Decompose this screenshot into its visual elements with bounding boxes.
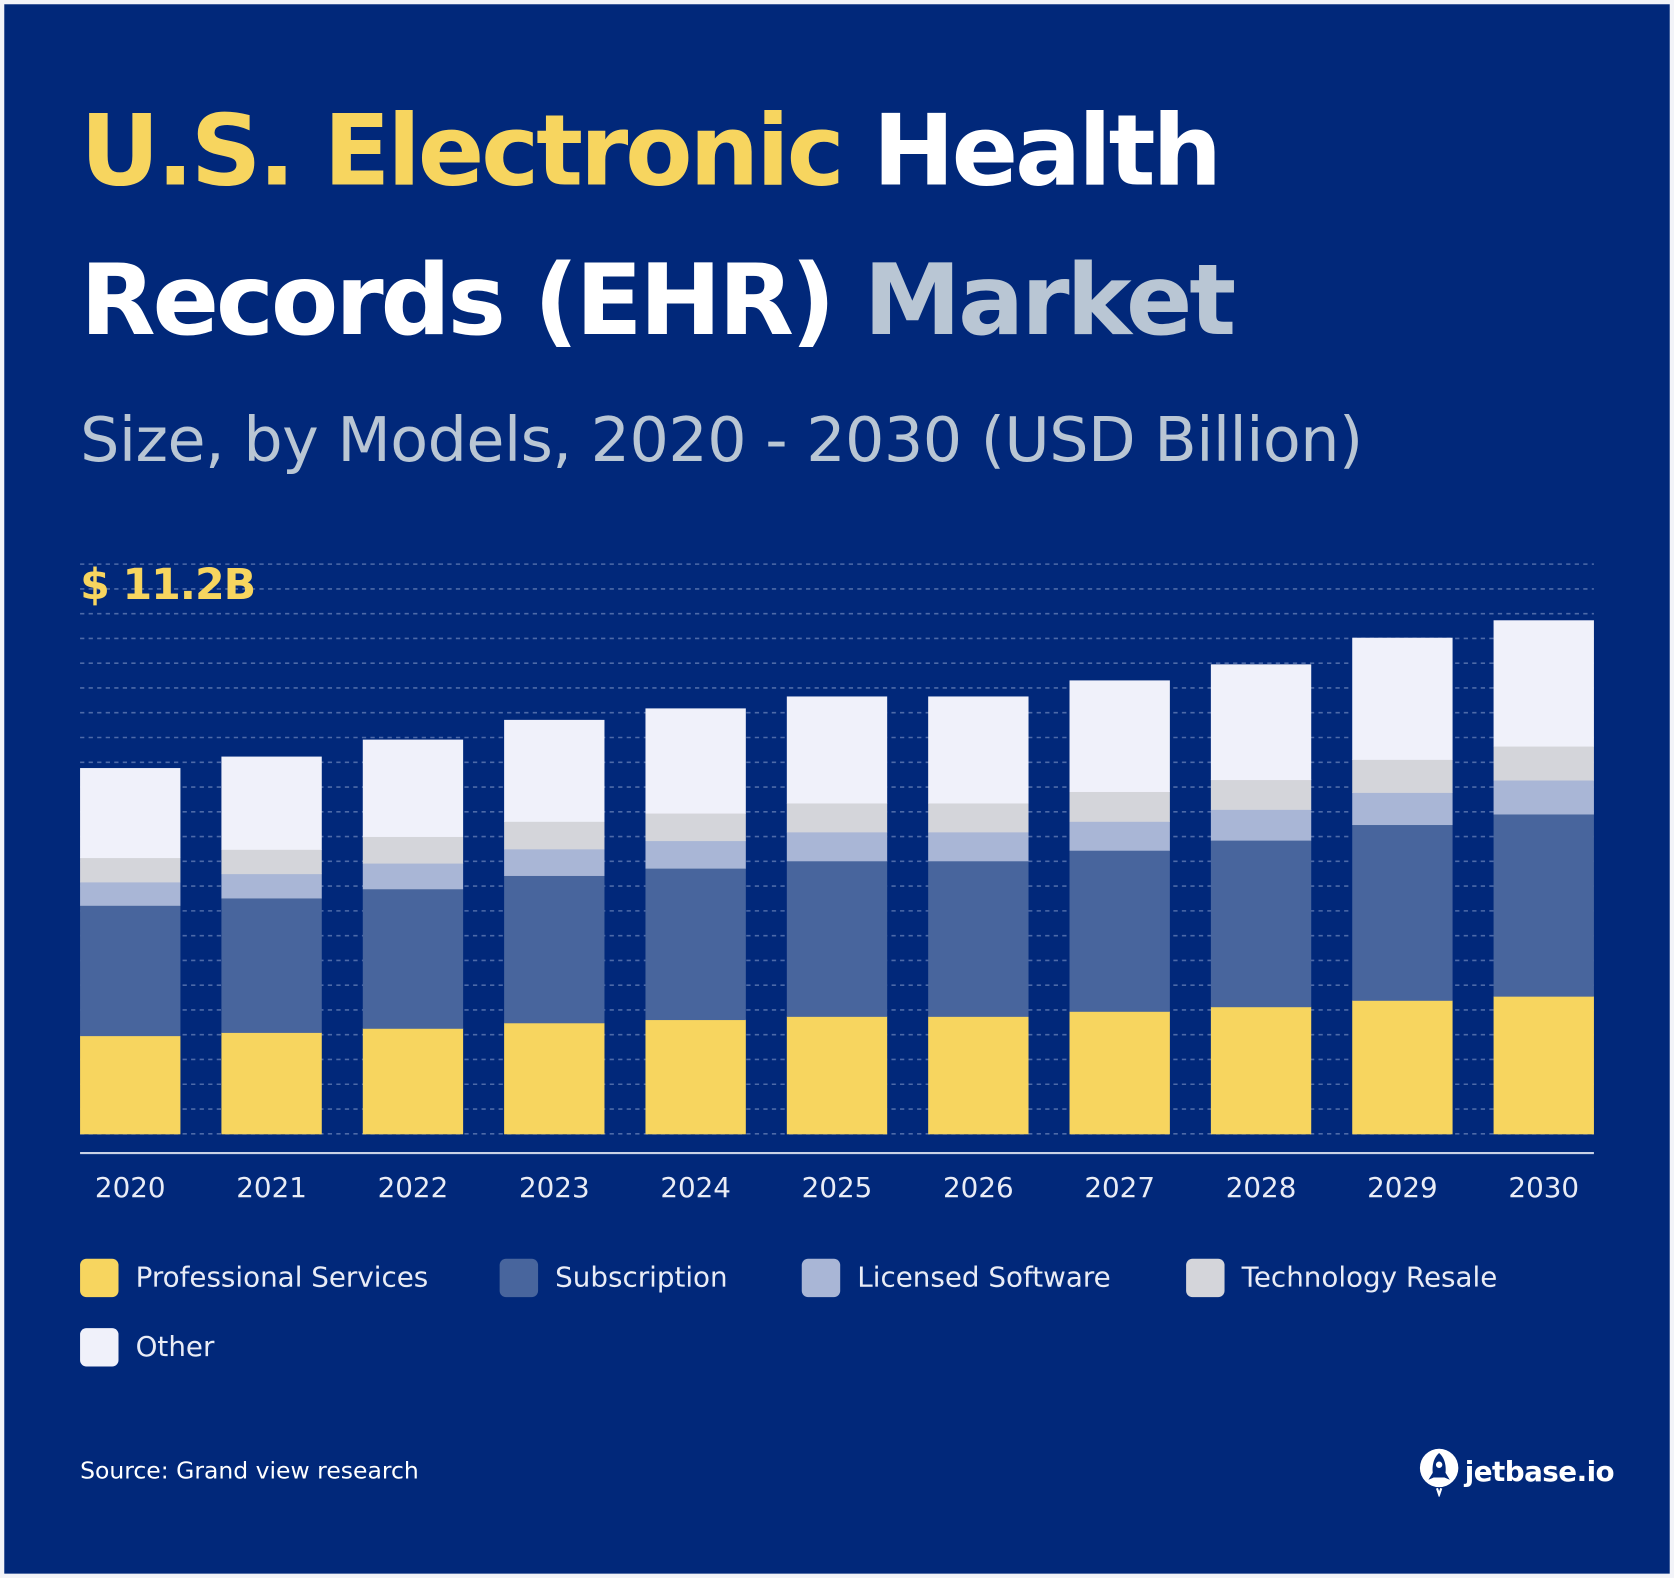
bar-segment-subscription bbox=[80, 905, 181, 1037]
title-line-2: Records (EHR) Market bbox=[80, 243, 1236, 358]
bar-segment-subscription bbox=[221, 897, 322, 1033]
bar-segment-licensed-software bbox=[1210, 809, 1312, 841]
legend-item: Licensed Software bbox=[801, 1258, 1111, 1298]
bar-segment-professional-services bbox=[1069, 1011, 1170, 1135]
bar-segment-professional-services bbox=[80, 1035, 181, 1135]
x-tick-label: 2025 bbox=[802, 1171, 873, 1204]
bar-segment-technology-resale bbox=[1069, 791, 1170, 822]
legend-label: Technology Resale bbox=[1241, 1261, 1498, 1294]
peak-value-label: $ 11.2B bbox=[80, 560, 256, 610]
bar-segment-subscription bbox=[1493, 813, 1594, 997]
bar-segment-other bbox=[1352, 637, 1453, 760]
bar-segment-subscription bbox=[1210, 840, 1312, 1008]
bar-segment-licensed-software bbox=[80, 881, 181, 906]
bar-segment-technology-resale bbox=[645, 813, 746, 842]
legend-swatch bbox=[801, 1258, 841, 1298]
x-tick-label: 2022 bbox=[378, 1171, 449, 1204]
title-part: Records (EHR) bbox=[80, 243, 836, 358]
bar-segment-technology-resale bbox=[1210, 779, 1312, 810]
x-tick-label: 2026 bbox=[943, 1171, 1014, 1204]
x-tick-label: 2028 bbox=[1226, 1171, 1297, 1204]
bar-segment-other bbox=[645, 708, 746, 814]
bar-segment-subscription bbox=[645, 868, 746, 1021]
title-part: Market bbox=[863, 243, 1236, 358]
legend-label: Other bbox=[135, 1331, 215, 1364]
bar-segment-subscription bbox=[1069, 850, 1170, 1012]
title-part: U.S. Electronic bbox=[80, 93, 845, 209]
x-tick-label: 2023 bbox=[519, 1171, 590, 1204]
bar-segment-other bbox=[1069, 680, 1170, 792]
legend-swatch bbox=[80, 1258, 119, 1298]
x-tick-label: 2029 bbox=[1367, 1171, 1438, 1204]
bar-segment-other bbox=[80, 768, 181, 859]
bar-segment-subscription bbox=[928, 860, 1029, 1017]
bar-segment-subscription bbox=[362, 888, 464, 1029]
bar-segment-other bbox=[786, 696, 888, 804]
bar-segment-other bbox=[221, 756, 322, 850]
legend-swatch bbox=[499, 1258, 539, 1298]
bar-segment-licensed-software bbox=[504, 848, 605, 876]
bar-segment-professional-services bbox=[928, 1016, 1029, 1135]
bar-segment-other bbox=[504, 719, 605, 822]
bar-segment-subscription bbox=[1352, 824, 1453, 1001]
x-tick-label: 2021 bbox=[236, 1171, 307, 1204]
bar-segment-technology-resale bbox=[1352, 759, 1453, 793]
title-part: Health bbox=[872, 93, 1223, 209]
legend-swatch bbox=[80, 1328, 119, 1367]
bar-segment-technology-resale bbox=[1493, 746, 1594, 781]
bar-segment-other bbox=[362, 739, 464, 837]
bar-segment-professional-services bbox=[1352, 1000, 1453, 1135]
x-tick-label: 2024 bbox=[660, 1171, 731, 1204]
subtitle: Size, by Models, 2020 - 2030 (USD Billio… bbox=[80, 403, 1363, 477]
legend-item: Professional Services bbox=[80, 1258, 429, 1298]
legend-item: Technology Resale bbox=[1186, 1258, 1498, 1298]
legend-item: Other bbox=[80, 1328, 215, 1367]
bar-segment-licensed-software bbox=[221, 873, 322, 899]
bar-segment-professional-services bbox=[1493, 996, 1594, 1135]
source-note: Source: Grand view research bbox=[80, 1458, 419, 1486]
rocket-icon bbox=[1419, 1448, 1459, 1497]
jetbase-logo: jetbase.io bbox=[1418, 1448, 1615, 1497]
x-tick-label: 2027 bbox=[1084, 1171, 1155, 1204]
bar-segment-technology-resale bbox=[928, 802, 1029, 833]
bar-segment-professional-services bbox=[362, 1028, 464, 1135]
bar-segment-professional-services bbox=[645, 1019, 746, 1135]
bar-segment-subscription bbox=[786, 860, 888, 1017]
bar-segment-professional-services bbox=[504, 1022, 605, 1135]
legend-item: Subscription bbox=[499, 1258, 728, 1298]
x-tick-label: 2020 bbox=[95, 1171, 166, 1204]
legend-label: Professional Services bbox=[135, 1261, 429, 1294]
bar-segment-other bbox=[1210, 664, 1312, 781]
bar-segment-licensed-software bbox=[645, 840, 746, 869]
bar-segment-licensed-software bbox=[928, 831, 1029, 862]
bar-segment-licensed-software bbox=[1352, 792, 1453, 826]
bar-segment-technology-resale bbox=[504, 821, 605, 850]
bar-segment-licensed-software bbox=[1493, 779, 1594, 815]
legend-swatch bbox=[1186, 1258, 1225, 1298]
bar-segment-technology-resale bbox=[80, 857, 181, 883]
bar-segment-technology-resale bbox=[786, 802, 888, 833]
bar-segment-licensed-software bbox=[786, 831, 888, 862]
bar-segment-licensed-software bbox=[362, 863, 464, 890]
bar-segment-other bbox=[928, 696, 1029, 804]
bar-segment-professional-services bbox=[786, 1016, 888, 1135]
bar-segment-subscription bbox=[504, 875, 605, 1024]
bar-segment-professional-services bbox=[221, 1032, 322, 1135]
legend-label: Subscription bbox=[555, 1261, 728, 1294]
bar-segment-professional-services bbox=[1210, 1006, 1312, 1135]
bar-segment-technology-resale bbox=[221, 849, 322, 875]
bar-segment-licensed-software bbox=[1069, 821, 1170, 851]
bar-segment-technology-resale bbox=[362, 836, 464, 864]
x-tick-label: 2030 bbox=[1508, 1171, 1579, 1204]
logo-text: jetbase.io bbox=[1464, 1456, 1615, 1489]
legend-label: Licensed Software bbox=[857, 1261, 1111, 1294]
title-line-1: U.S. Electronic Health bbox=[80, 93, 1223, 209]
bar-segment-other bbox=[1493, 620, 1594, 747]
